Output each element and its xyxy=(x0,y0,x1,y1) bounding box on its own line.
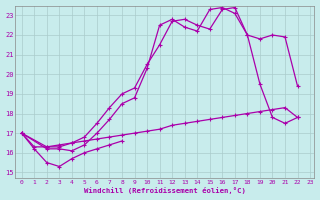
X-axis label: Windchill (Refroidissement éolien,°C): Windchill (Refroidissement éolien,°C) xyxy=(84,187,245,194)
